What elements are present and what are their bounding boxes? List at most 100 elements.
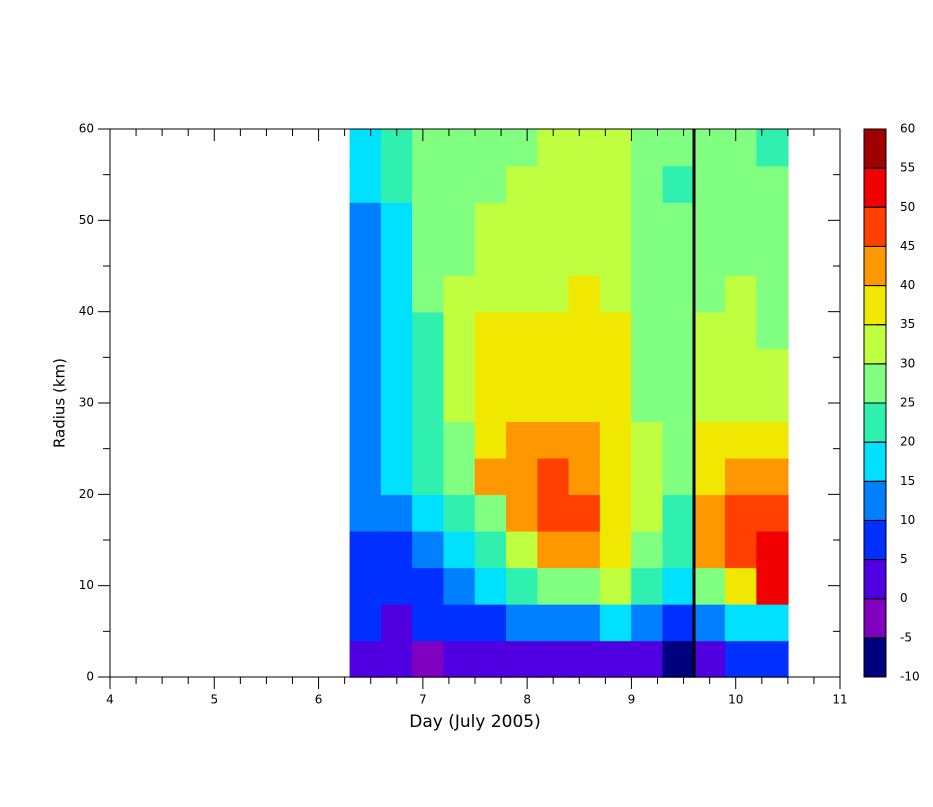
colorbar-label: 35 — [900, 317, 915, 331]
contour-cell — [412, 274, 445, 313]
contour-cell — [662, 311, 695, 349]
contour-cell — [537, 603, 570, 642]
contour-cell — [537, 238, 570, 276]
contour-cell — [349, 347, 382, 386]
contour-cell — [662, 238, 695, 276]
colorbar-label: 0 — [900, 591, 908, 605]
contour-cell — [725, 640, 758, 678]
contour-cell — [599, 640, 633, 678]
contour-cell — [662, 128, 695, 167]
contour-cell — [443, 274, 476, 313]
contour-cell — [380, 384, 414, 423]
contour-cell — [631, 274, 664, 313]
x-tick-label: 5 — [210, 693, 218, 707]
contour-cell — [756, 603, 789, 642]
contour-cell — [568, 640, 601, 678]
contour-cell — [412, 128, 445, 167]
contour-cell — [380, 165, 414, 203]
contour-cell — [537, 567, 570, 605]
contour-cell — [474, 494, 508, 532]
contour-cell — [506, 421, 539, 459]
contour-cell — [756, 494, 789, 532]
contour-cell — [412, 311, 445, 349]
contour-cell — [599, 421, 633, 459]
contour-cell — [662, 384, 695, 423]
contour-cell — [349, 274, 382, 313]
contour-cell — [474, 603, 508, 642]
contour-cell — [443, 457, 476, 496]
contour-cell — [662, 347, 695, 386]
contour-cell — [662, 457, 695, 496]
colorbar-box — [863, 519, 887, 561]
contour-cell — [725, 238, 758, 276]
contour-cell — [506, 457, 539, 496]
y-tick-label: 0 — [86, 670, 94, 684]
contour-cell — [443, 494, 476, 532]
contour-cell — [537, 421, 570, 459]
contour-cell — [693, 457, 727, 496]
contour-cell — [693, 567, 727, 605]
contour-cell — [349, 165, 382, 203]
contour-cell — [568, 128, 601, 167]
contour-cell — [380, 640, 414, 678]
contour-cell — [380, 421, 414, 459]
colorbar-label: 20 — [900, 435, 915, 449]
colorbar-label: 45 — [900, 239, 915, 253]
contour-cell — [412, 567, 445, 605]
contour-cell — [443, 238, 476, 276]
contour-cell — [693, 530, 727, 569]
colorbar-box — [863, 441, 887, 482]
colorbar-label: 30 — [900, 356, 915, 370]
colorbar-box — [863, 480, 887, 521]
contour-cell — [568, 274, 601, 313]
y-tick-label: 60 — [79, 122, 94, 136]
y-tick-label: 40 — [79, 304, 94, 318]
contour-cell — [725, 384, 758, 423]
colorbar-box — [863, 285, 887, 326]
contour-cell — [568, 201, 601, 240]
contour-cell — [662, 530, 695, 569]
contour-cell — [380, 567, 414, 605]
contour-cell — [693, 421, 727, 459]
contour-cell — [474, 274, 508, 313]
contour-cell — [412, 421, 445, 459]
contour-cell — [506, 603, 539, 642]
contour-cell — [631, 384, 664, 423]
contour-cell — [631, 640, 664, 678]
contour-cell — [631, 347, 664, 386]
colorbar-box — [863, 598, 887, 639]
contour-cell — [537, 201, 570, 240]
contour-cell — [412, 201, 445, 240]
contour-cell — [380, 238, 414, 276]
contour-cell — [537, 640, 570, 678]
x-tick-label: 11 — [832, 693, 847, 707]
y-tick-label: 50 — [79, 213, 94, 227]
contour-cell — [599, 457, 633, 496]
contour-cell — [506, 165, 539, 203]
contour-cell — [599, 384, 633, 423]
colorbar-box — [863, 559, 887, 600]
contour-cell — [631, 603, 664, 642]
contour-cell — [662, 640, 695, 678]
contour-cell — [443, 347, 476, 386]
contour-cell — [349, 311, 382, 349]
contour-cell — [693, 165, 727, 203]
contour-cell — [506, 347, 539, 386]
contour-cell — [443, 165, 476, 203]
contour-cell — [412, 384, 445, 423]
contour-cell — [756, 347, 789, 386]
contour-cell — [380, 347, 414, 386]
contour-cell — [599, 494, 633, 532]
contour-cell — [693, 238, 727, 276]
contour-cell — [599, 238, 633, 276]
contour-cell — [568, 567, 601, 605]
contour-cell — [631, 457, 664, 496]
colorbar-box — [863, 206, 887, 247]
contour-cell — [662, 567, 695, 605]
contour-cell — [412, 457, 445, 496]
contour-cell — [506, 384, 539, 423]
contour-cell — [756, 311, 789, 349]
contour-cell — [537, 347, 570, 386]
contour-cell — [506, 274, 539, 313]
contour-cell — [380, 603, 414, 642]
